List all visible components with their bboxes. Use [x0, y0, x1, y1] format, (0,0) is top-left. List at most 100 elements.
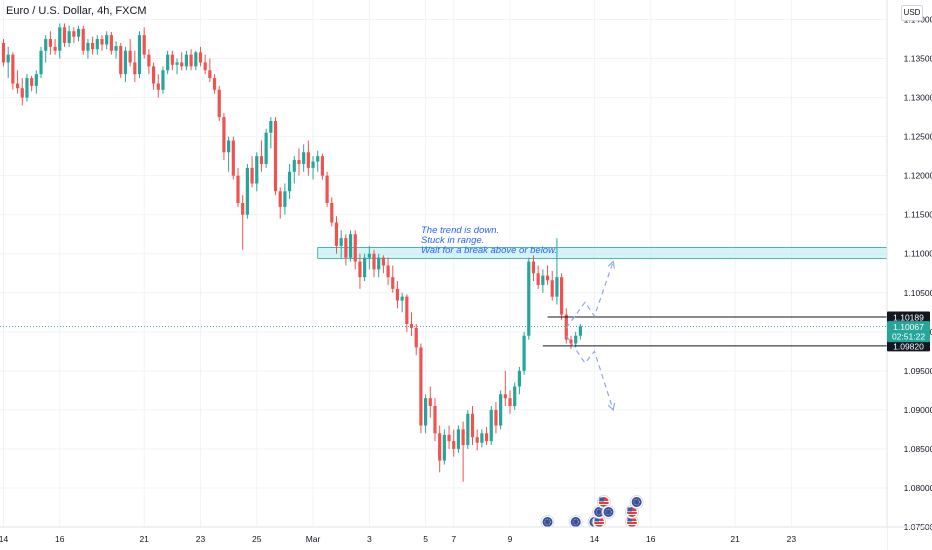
time-axis-bg: [0, 527, 887, 550]
symbol-title: Euro / U.S. Dollar, 4h, FXCM: [6, 5, 147, 17]
candle-body: [484, 433, 489, 442]
candle-body: [11, 54, 15, 84]
candle-body: [508, 398, 512, 406]
candle-body: [574, 335, 578, 344]
x-tick-label: 23: [787, 534, 797, 544]
event-icon-canton: [594, 517, 600, 522]
candle-body: [377, 257, 381, 270]
candle-body: [137, 35, 142, 75]
eu-event-icon: [540, 515, 555, 529]
candle-body: [1, 42, 6, 63]
event-icon-flag: [570, 517, 581, 527]
x-tick-label: 7: [451, 534, 456, 544]
level-badge-upper-text: 1.10189: [893, 313, 924, 323]
y-tick-label: 1.11000: [904, 249, 932, 259]
event-icon-canton: [599, 497, 604, 502]
candle-body: [452, 441, 456, 449]
candle-body: [438, 433, 442, 461]
candle-body: [400, 296, 404, 301]
candle-body: [424, 398, 428, 426]
candle-body: [255, 156, 259, 184]
candle-body: [306, 152, 310, 168]
y-tick-label: 1.13000: [904, 93, 932, 103]
candle-body: [381, 257, 385, 266]
event-icon-stars: [544, 518, 551, 526]
candle-body: [466, 413, 470, 446]
candle-body: [114, 46, 118, 51]
candle-body: [330, 202, 334, 223]
candle-body: [555, 277, 559, 297]
candle-body: [517, 370, 521, 387]
event-icon-flag: [631, 497, 642, 507]
candle-body: [414, 327, 418, 348]
candle-body: [217, 89, 221, 118]
candle-body: [269, 121, 273, 133]
candle-body: [175, 62, 179, 65]
candle-body: [156, 83, 160, 90]
candle-body: [419, 347, 423, 426]
candle-body: [372, 253, 376, 270]
candle-body: [119, 46, 123, 75]
candle-body: [6, 54, 10, 63]
event-icon-stars: [633, 498, 640, 506]
candle-body: [133, 62, 137, 75]
candle-body: [161, 70, 165, 90]
y-tick-label: 1.08000: [904, 483, 932, 493]
candle-body: [297, 160, 301, 164]
event-icon-flag: [594, 507, 605, 517]
x-tick-label: 14: [0, 534, 8, 544]
us-event-icon: [625, 505, 639, 519]
candle-body: [494, 409, 498, 426]
candle-body: [344, 238, 348, 258]
candle-body: [91, 42, 95, 50]
candle-body: [123, 50, 128, 75]
projection-arrowhead-1: [607, 260, 615, 269]
candle-body: [311, 161, 315, 168]
candle-body: [527, 261, 531, 336]
candle-body: [283, 191, 287, 207]
currency-button[interactable]: USD: [901, 5, 923, 21]
candle-body: [456, 429, 461, 449]
candle-body: [105, 35, 109, 45]
candle-body: [367, 253, 371, 258]
candle-body: [461, 429, 465, 446]
candle-body: [489, 409, 493, 442]
y-tick-label: 1.10500: [904, 288, 932, 298]
candle-body: [363, 257, 367, 278]
event-icon-flag: [542, 517, 553, 527]
eu-event-icon: [629, 495, 644, 509]
candle-body: [320, 156, 325, 176]
candle-body: [480, 433, 484, 443]
projection-arrowhead-2: [607, 402, 616, 412]
candle-body: [409, 324, 414, 328]
candle-body: [316, 156, 320, 162]
candle-body: [34, 74, 38, 86]
y-tick-label: 1.12500: [904, 132, 932, 142]
annotation-line-2: Stuck in range.: [421, 235, 485, 246]
chart-annotation[interactable]: The trend is down. Stuck in range. Wait …: [421, 226, 557, 256]
event-icon-stripe: [594, 524, 605, 525]
candle-body: [442, 434, 446, 461]
candle-body: [30, 78, 34, 86]
candle-body: [578, 326, 582, 336]
y-tick-label: 1.11500: [904, 210, 932, 220]
event-icon-stripe: [626, 514, 637, 515]
candle-body: [550, 280, 554, 297]
candle-body: [245, 167, 249, 215]
candle-body: [513, 386, 517, 406]
candle-body: [536, 273, 540, 285]
candle-body: [531, 261, 536, 274]
candle-body: [302, 152, 306, 164]
candle-body: [76, 28, 81, 37]
candle-body: [86, 42, 90, 51]
x-tick-label: 23: [196, 534, 206, 544]
us-event-icon: [596, 495, 611, 509]
candle-body: [58, 27, 62, 51]
candle-body: [142, 35, 146, 55]
x-tick-label: 14: [590, 534, 600, 544]
event-icon-stars: [605, 508, 612, 516]
candle-body: [395, 288, 400, 301]
annotation-line-1: The trend is down.: [421, 225, 500, 236]
y-tick-label: 1.09000: [904, 405, 932, 415]
